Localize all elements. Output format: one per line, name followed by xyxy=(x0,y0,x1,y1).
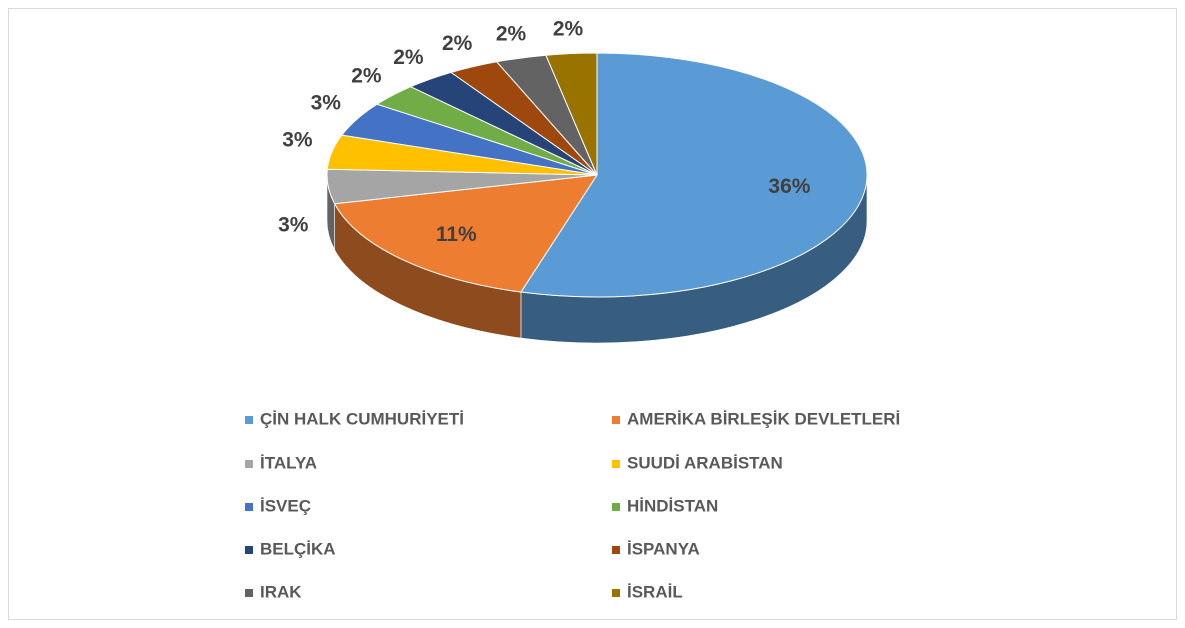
legend-label: İTALYA xyxy=(260,453,317,472)
legend-label: BELÇİKA xyxy=(260,539,336,558)
legend-swatch xyxy=(245,589,253,597)
data-label: 3% xyxy=(278,214,309,237)
data-label: 2% xyxy=(442,32,473,55)
data-label: 3% xyxy=(311,91,342,114)
legend-swatch xyxy=(612,589,620,597)
data-label: 2% xyxy=(496,22,527,45)
data-label: 2% xyxy=(351,64,382,87)
slice xyxy=(520,52,868,298)
legend-label: IRAK xyxy=(260,582,302,601)
slice xyxy=(333,174,598,293)
legend-label: İSRAİL xyxy=(627,582,683,601)
legend-swatch xyxy=(612,416,620,424)
legend-label: SUUDİ ARABİSTAN xyxy=(627,453,783,472)
slice xyxy=(545,52,598,176)
legend-label: HİNDİSTAN xyxy=(627,496,718,515)
data-label: 3% xyxy=(282,128,313,151)
legend-label: İSPANYA xyxy=(627,539,700,558)
legend-label: İSVEÇ xyxy=(260,496,311,515)
legend-label: ÇİN HALK CUMHURİYETİ xyxy=(260,409,464,428)
data-label: 11% xyxy=(436,223,477,246)
legend-swatch xyxy=(245,503,253,511)
legend-swatch xyxy=(612,503,620,511)
legend-swatch xyxy=(245,416,253,424)
data-label: 36% xyxy=(768,175,810,198)
data-label: 2% xyxy=(393,46,424,69)
legend-swatch xyxy=(612,460,620,468)
legend-label: AMERİKA BİRLEŞİK DEVLETLERİ xyxy=(627,409,900,428)
legend-swatch xyxy=(612,546,620,554)
legend-swatch xyxy=(245,460,253,468)
data-label: 2% xyxy=(553,17,584,40)
legend-swatch xyxy=(245,546,253,554)
